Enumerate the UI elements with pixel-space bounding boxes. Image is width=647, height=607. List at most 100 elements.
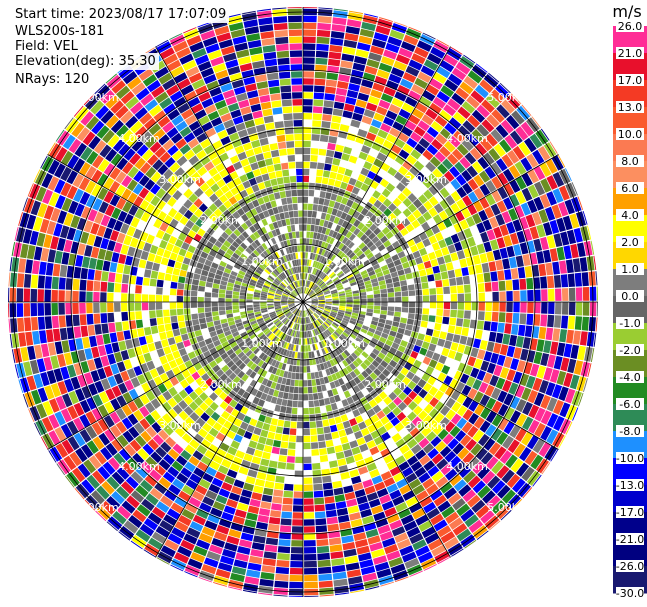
velocity-cell	[281, 197, 288, 205]
velocity-cell	[121, 311, 129, 321]
velocity-cell	[359, 28, 375, 38]
velocity-cell	[324, 309, 331, 313]
velocity-cell	[52, 328, 61, 342]
velocity-cell	[477, 485, 491, 499]
velocity-cell	[392, 197, 402, 207]
velocity-cell	[415, 256, 423, 265]
velocity-cell	[230, 327, 238, 334]
velocity-cell	[394, 422, 405, 432]
velocity-cell	[418, 437, 430, 449]
velocity-cell	[413, 160, 425, 171]
velocity-cell	[201, 526, 216, 537]
velocity-cell	[493, 226, 503, 239]
velocity-cell	[298, 224, 303, 231]
velocity-cell	[356, 319, 364, 325]
velocity-cell	[465, 216, 476, 227]
velocity-cell	[246, 307, 254, 311]
velocity-cell	[283, 334, 289, 342]
velocity-cell	[248, 255, 255, 262]
velocity-cell	[225, 294, 232, 299]
velocity-cell	[450, 309, 457, 318]
velocity-cell	[281, 297, 288, 300]
velocity-cell	[247, 505, 260, 515]
velocity-cell	[203, 144, 215, 155]
velocity-cell	[455, 87, 470, 100]
velocity-cell	[339, 295, 346, 298]
velocity-cell	[282, 306, 289, 310]
velocity-cell	[27, 345, 36, 361]
velocity-cell	[184, 461, 196, 473]
velocity-cell	[355, 135, 365, 145]
velocity-cell	[157, 211, 167, 222]
velocity-cell	[246, 340, 253, 347]
velocity-cell	[142, 443, 155, 456]
velocity-cell	[8, 271, 11, 287]
velocity-cell	[261, 370, 268, 378]
velocity-cell	[277, 419, 285, 427]
velocity-cell	[361, 325, 369, 331]
velocity-cell	[178, 400, 188, 410]
velocity-cell	[345, 373, 353, 382]
velocity-cell	[232, 252, 240, 260]
velocity-cell	[229, 324, 237, 330]
velocity-cell	[335, 592, 350, 597]
velocity-cell	[228, 529, 242, 539]
velocity-cell	[167, 533, 183, 545]
velocity-cell	[303, 147, 311, 155]
velocity-cell	[300, 310, 302, 317]
velocity-cell	[467, 70, 483, 84]
colorbar-tick-bg	[616, 398, 644, 410]
velocity-cell	[312, 329, 316, 336]
velocity-cell	[299, 310, 302, 317]
velocity-cell	[101, 271, 109, 282]
velocity-cell	[332, 341, 339, 348]
velocity-cell	[420, 275, 428, 283]
velocity-cell	[275, 383, 281, 391]
velocity-cell	[248, 133, 259, 142]
velocity-cell	[239, 302, 246, 306]
velocity-cell	[294, 470, 303, 477]
velocity-cell	[330, 37, 344, 46]
velocity-cell	[312, 113, 322, 121]
velocity-cell	[462, 318, 471, 328]
velocity-cell	[282, 392, 289, 400]
velocity-cell	[8, 318, 11, 334]
velocity-cell	[446, 332, 454, 342]
velocity-cell	[319, 325, 325, 332]
velocity-cell	[304, 533, 316, 540]
velocity-cell	[303, 331, 305, 338]
velocity-cell	[288, 302, 295, 304]
velocity-cell	[230, 109, 242, 119]
velocity-cell	[278, 71, 291, 79]
velocity-cell	[274, 279, 280, 285]
velocity-cell	[574, 272, 582, 287]
velocity-cell	[360, 302, 367, 306]
velocity-cell	[361, 225, 369, 234]
velocity-cell	[217, 265, 225, 272]
colorbar-tick-label: -26.0	[616, 560, 644, 573]
velocity-cell	[164, 157, 176, 168]
velocity-cell	[317, 434, 325, 442]
velocity-cell	[326, 319, 332, 325]
velocity-cell	[325, 251, 332, 259]
velocity-cell	[99, 144, 112, 158]
velocity-cell	[486, 341, 495, 352]
velocity-cell	[221, 231, 229, 240]
velocity-cell	[86, 397, 97, 410]
velocity-cell	[293, 308, 298, 314]
velocity-cell	[360, 362, 368, 370]
velocity-cell	[385, 364, 394, 373]
velocity-cell	[353, 106, 365, 115]
velocity-cell	[456, 250, 466, 260]
velocity-cell	[297, 324, 300, 331]
velocity-cell	[268, 223, 275, 231]
colorbar-tick-bg	[616, 101, 644, 113]
velocity-cell	[115, 105, 129, 119]
velocity-cell	[279, 249, 285, 256]
velocity-cell	[287, 277, 292, 283]
velocity-cell	[229, 462, 240, 472]
velocity-cell	[425, 108, 438, 120]
velocity-cell	[57, 381, 68, 395]
velocity-cell	[152, 434, 164, 446]
velocity-cell	[173, 40, 188, 53]
